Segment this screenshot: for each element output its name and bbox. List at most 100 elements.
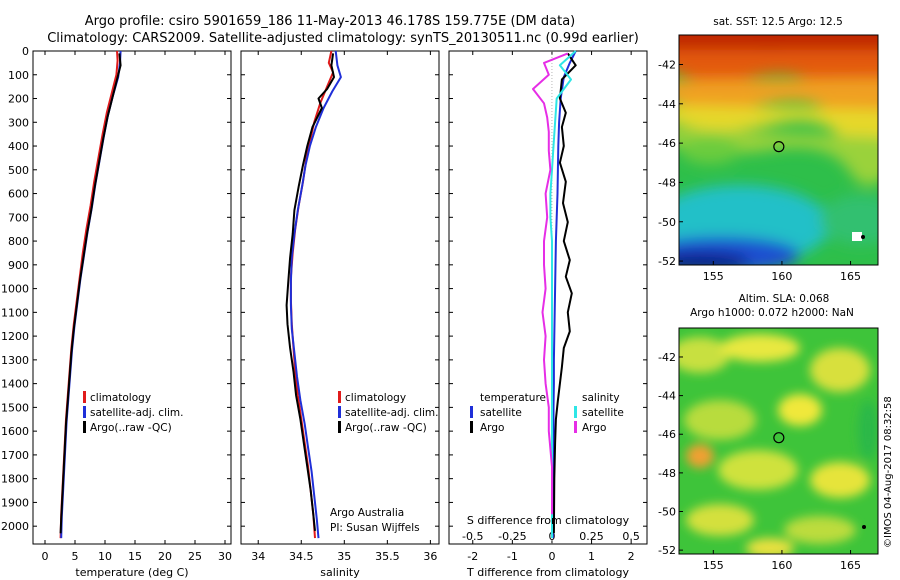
series-line-temperature-satellite — [551, 50, 577, 539]
legend-swatch-argo — [83, 421, 86, 433]
legend-temperature-heading: temperature — [480, 392, 546, 404]
map-marks: 155 160 165 -42 -44 -46 -48 -50 -52 155 160 165 -42 -… — [658, 58, 861, 572]
sst-map-image — [679, 35, 878, 265]
temperature-xlabel: temperature (deg C) — [75, 566, 188, 579]
depth-tick-label: 1800 — [1, 473, 29, 486]
series-line-argo-raw-qc- — [59, 53, 122, 534]
map-y-tick-label: -46 — [658, 137, 676, 150]
map-x-tick-label: 165 — [840, 270, 861, 283]
map-y-tick-label: -44 — [658, 390, 676, 403]
depth-tick-label: 0 — [22, 45, 29, 58]
series-line-argo-raw-qc- — [285, 53, 335, 532]
x-tick-label: 34 — [251, 550, 265, 563]
map-y-tick-label: -42 — [658, 58, 676, 71]
depth-tick-label: 2000 — [1, 520, 29, 533]
legend-swatch-climatology — [338, 391, 341, 403]
depth-tick-label: 1300 — [1, 354, 29, 367]
salinity-axes — [240, 50, 440, 545]
legend-swatch-s-argo — [574, 421, 577, 433]
depth-tick-label: 700 — [8, 211, 29, 224]
depth-tick-label: 600 — [8, 188, 29, 201]
x-tick-label: 15 — [128, 550, 142, 563]
legend-s-satellite: satellite — [582, 407, 624, 419]
legend-climatology: climatology — [345, 392, 406, 404]
legend-t-argo: Argo — [480, 422, 504, 434]
depth-tick-labels: 0 100 200 300 400 500 600 700 800 900 1000 1100 1200… — [1, 45, 29, 533]
legend-swatch-t-argo — [470, 421, 473, 433]
x-tick-label: -1 — [507, 550, 518, 563]
map-x-tick-label: 165 — [840, 559, 861, 572]
x-tick-label: 2 — [628, 550, 635, 563]
temperature-marks: 0 5 10 15 20 25 30 — [33, 50, 232, 563]
x-tick-label: -2 — [467, 550, 478, 563]
legend-salinity-heading: salinity — [582, 392, 620, 404]
map-y-tick-label: -50 — [658, 506, 676, 519]
map-x-tick-label: 160 — [771, 559, 792, 572]
t-diff-xlabel: T difference from climatology — [466, 566, 629, 579]
difference-legend: temperature satellite Argo salinity sate… — [470, 392, 624, 434]
map-y-tick-label: -48 — [658, 176, 676, 189]
depth-tick-label: 100 — [8, 69, 29, 82]
x-tick-label: 30 — [218, 550, 232, 563]
map-y-tick-label: -44 — [658, 98, 676, 111]
map-y-tick-label: -46 — [658, 428, 676, 441]
depth-tick-label: 1000 — [1, 283, 29, 296]
depth-tick-label: 900 — [8, 259, 29, 272]
legend-swatch-satellite — [338, 406, 341, 418]
map-y-tick-label: -52 — [658, 544, 676, 557]
depth-tick-label: 300 — [8, 116, 29, 129]
depth-tick-label: 800 — [8, 235, 29, 248]
figure-title-line1: Argo profile: csiro 5901659_186 11-May-2… — [85, 14, 576, 29]
s-diff-xlabel: S difference from climatology — [467, 514, 630, 527]
series-line-salinity-satellite — [549, 50, 577, 539]
map-y-tick-label: -50 — [658, 216, 676, 229]
depth-tick-label: 1400 — [1, 378, 29, 391]
map-x-tick-label: 160 — [771, 270, 792, 283]
depth-tick-label: 1100 — [1, 306, 29, 319]
figure-title-line2: Climatology: CARS2009. Satellite-adjuste… — [47, 31, 639, 46]
legend-swatch-satellite — [83, 406, 86, 418]
legend-swatch-s-satellite — [574, 406, 577, 418]
x2-tick-label: -0.25 — [498, 530, 526, 543]
map-x-tick-label: 155 — [703, 270, 724, 283]
depth-tick-label: 1900 — [1, 496, 29, 509]
temperature-axes — [32, 50, 232, 545]
map-x-tick-label: 155 — [703, 559, 724, 572]
profile-location-marker — [773, 432, 785, 444]
depth-tick-label: 1600 — [1, 425, 29, 438]
legend-argo: Argo(..raw -QC) — [345, 422, 427, 434]
x-tick-label: 36 — [423, 550, 437, 563]
depth-tick-label: 1500 — [1, 401, 29, 414]
imos-side-label: ©IMOS 04-Aug-2017 08:32:58 — [883, 396, 894, 548]
map-y-tick-label: -42 — [658, 351, 676, 364]
x2-tick-label: -0.5 — [462, 530, 483, 543]
legend-swatch-climatology — [83, 391, 86, 403]
x2-tick-label: 0.25 — [579, 530, 604, 543]
difference-marks: -2 -1 0 1 2-0.5 -0.25 0 0.25 0.5 — [449, 50, 647, 563]
sst-map-title: sat. SST: 12.5 Argo: 12.5 — [713, 16, 843, 28]
x-tick-label: 35.5 — [375, 550, 400, 563]
legend-swatch-argo — [338, 421, 341, 433]
map-y-tick-label: -48 — [658, 467, 676, 480]
temperature-legend: climatology satellite-adj. clim. Argo(..… — [83, 391, 183, 434]
x-tick-label: 0 — [548, 550, 555, 563]
x-tick-label: 25 — [188, 550, 202, 563]
legend-argo: Argo(..raw -QC) — [90, 422, 172, 434]
depth-tick-label: 200 — [8, 93, 29, 106]
legend-swatch-t-satellite — [470, 406, 473, 418]
series-line-satellite-adj-clim- — [289, 50, 342, 539]
legend-satellite: satellite-adj. clim. — [345, 407, 438, 419]
salinity-marks: 34 34.5 35 35.5 36 — [241, 50, 439, 563]
depth-tick-label: 500 — [8, 164, 29, 177]
legend-satellite: satellite-adj. clim. — [90, 407, 183, 419]
salinity-legend: climatology satellite-adj. clim. Argo(..… — [338, 391, 438, 434]
depth-tick-label: 400 — [8, 140, 29, 153]
depth-tick-label: 1700 — [1, 449, 29, 462]
legend-s-argo: Argo — [582, 422, 606, 434]
x-tick-label: 34.5 — [289, 550, 314, 563]
sla-map-image — [679, 328, 878, 554]
x-tick-label: 20 — [158, 550, 172, 563]
depth-tick-label: 1200 — [1, 330, 29, 343]
legend-t-satellite: satellite — [480, 407, 522, 419]
